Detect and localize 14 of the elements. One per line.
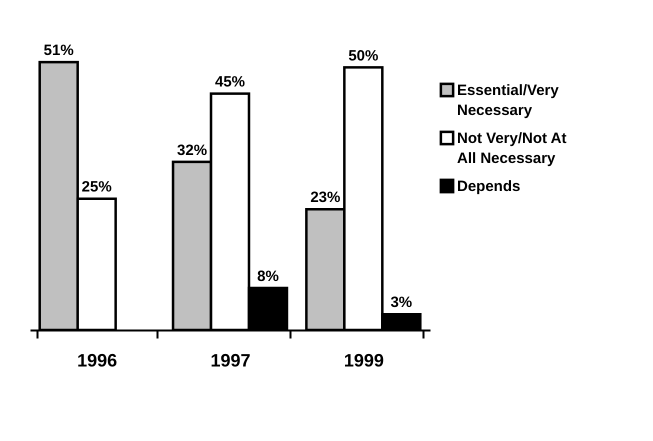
data-label: 32% <box>177 142 208 159</box>
legend-label: Essential/Very Necessary <box>457 82 560 119</box>
data-label: 23% <box>310 189 340 206</box>
x-tick-label: 1999 <box>344 350 384 370</box>
data-label: 45% <box>214 74 246 91</box>
data-label: 3% <box>390 294 412 312</box>
x-tick-label: 1996 <box>77 350 118 370</box>
data-label: 8% <box>257 268 279 285</box>
data-label: 25% <box>82 178 112 196</box>
legend-label: Not Very/Not At All Necessary <box>457 130 566 167</box>
data-label: 51% <box>44 42 74 60</box>
legend-label: Depends <box>457 178 520 195</box>
data-label: 50% <box>348 47 378 64</box>
x-tick-label: 1997 <box>210 350 251 370</box>
